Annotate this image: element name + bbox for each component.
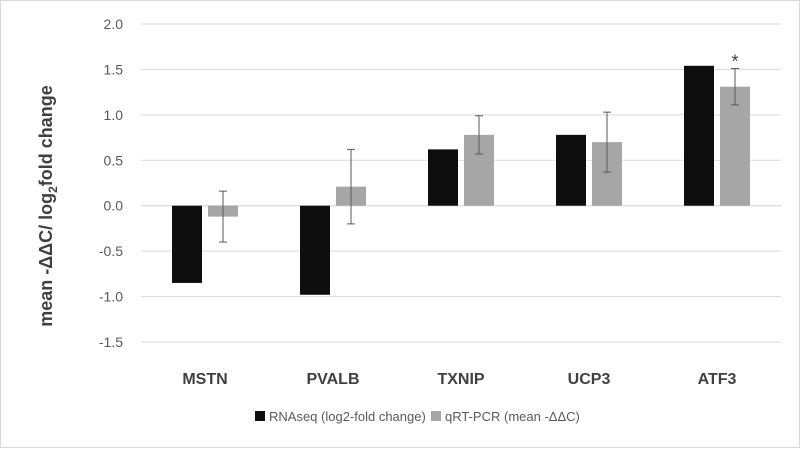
legend-swatch — [431, 411, 441, 421]
y-tick-labels: -1.5 -1.0 -0.5 0.0 0.5 1.0 1.5 2.0 — [99, 16, 123, 350]
y-tick-label: -0.5 — [99, 243, 123, 259]
bar — [428, 149, 458, 206]
y-axis-label: mean -ΔΔC/ log2fold change — [36, 85, 60, 327]
legend: RNAseq (log2-fold change) qRT-PCR (mean -… — [255, 409, 580, 424]
y-tick-label: -1.0 — [99, 289, 123, 305]
y-tick-label: 0.0 — [104, 198, 124, 214]
legend-label: RNAseq (log2-fold change) — [269, 409, 426, 424]
y-tick-label: 1.0 — [104, 107, 124, 123]
annotations: * — [731, 52, 738, 72]
error-bars — [219, 68, 739, 243]
bar — [556, 134, 586, 206]
category-labels: MSTN PVALB TXNIP UCP3 ATF3 — [182, 371, 736, 388]
legend-swatch — [255, 411, 265, 421]
y-tick-label: 1.5 — [104, 61, 124, 77]
significance-annotation: * — [731, 52, 738, 72]
bar — [720, 86, 750, 206]
bar — [300, 205, 330, 295]
category-label: UCP3 — [568, 371, 611, 388]
category-label: ATF3 — [698, 371, 737, 388]
y-tick-label: 2.0 — [104, 16, 124, 32]
legend-label: qRT-PCR (mean -ΔΔC) — [445, 409, 580, 424]
bar — [684, 65, 714, 206]
bars — [172, 65, 750, 295]
bar — [172, 205, 202, 283]
category-label: MSTN — [182, 371, 227, 388]
category-label: TXNIP — [437, 371, 484, 388]
gridlines — [141, 23, 781, 343]
y-tick-label: 0.5 — [104, 152, 124, 168]
category-label: PVALB — [306, 371, 359, 388]
y-tick-label: -1.5 — [99, 334, 123, 350]
